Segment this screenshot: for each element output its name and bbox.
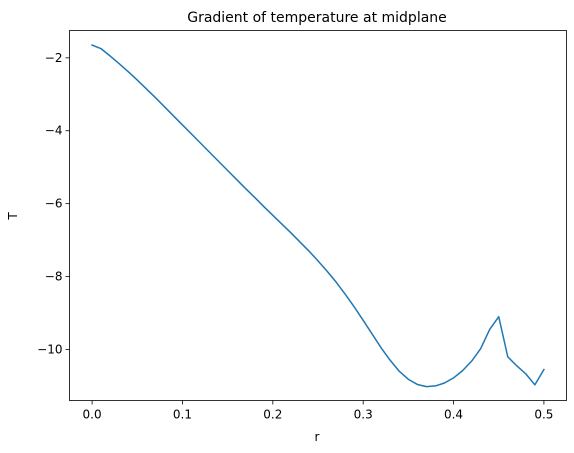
y-tick-label: −10: [37, 342, 62, 356]
y-axis: −2 −4 −6 −8 −10: [37, 51, 70, 356]
x-tick-label: 0.4: [444, 408, 463, 422]
x-axis-label: r: [315, 430, 320, 444]
y-axis-label: T: [6, 212, 20, 221]
chart-title: Gradient of temperature at midplane: [187, 10, 447, 26]
y-tick-label: −8: [45, 270, 63, 284]
x-tick-label: 0.1: [173, 408, 192, 422]
x-tick-label: 0.0: [83, 408, 102, 422]
x-tick-label: 0.5: [534, 408, 553, 422]
x-tick-label: 0.3: [354, 408, 373, 422]
y-tick-label: −4: [45, 124, 63, 138]
y-tick-label: −6: [45, 197, 63, 211]
plot-frame: [69, 30, 567, 401]
y-tick-label: −2: [45, 51, 63, 65]
x-axis: 0.0 0.1 0.2 0.3 0.4 0.5: [83, 400, 553, 422]
plot-area: [91, 44, 545, 388]
x-tick-label: 0.2: [263, 408, 282, 422]
series-line: [91, 44, 545, 388]
